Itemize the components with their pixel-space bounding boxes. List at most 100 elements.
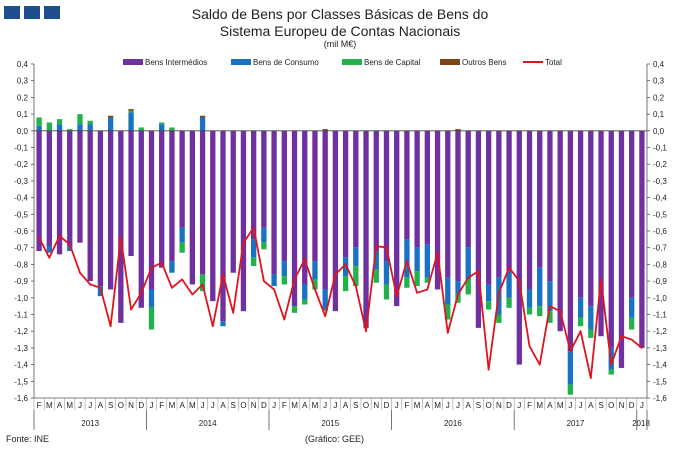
bar-segment — [67, 246, 73, 252]
y-tick-label-right: -0,1 — [653, 144, 667, 153]
bar-segment — [516, 130, 522, 365]
bar-segment — [404, 130, 410, 240]
x-month-label: J — [88, 401, 92, 410]
bar-segment — [588, 306, 594, 330]
bar-segment — [107, 117, 114, 131]
bar-segment — [128, 112, 134, 131]
brand-logo-square-3 — [44, 6, 60, 19]
bar-segment — [240, 130, 247, 312]
bar-segment — [577, 297, 584, 318]
bar-segment — [485, 284, 492, 302]
source-note: Fonte: INE — [6, 434, 50, 444]
chart-title-line-2: Sistema Europeu de Contas Nacionais — [219, 23, 461, 39]
total-point — [38, 236, 41, 239]
x-month-label: J — [211, 401, 215, 410]
x-month-label: D — [506, 401, 512, 410]
total-point — [171, 286, 173, 289]
bar-segment — [291, 130, 298, 307]
total-point — [416, 291, 419, 294]
x-year-label: 2014 — [199, 419, 217, 428]
bar-segment — [128, 110, 134, 113]
bar-segment — [148, 289, 155, 308]
total-point — [579, 330, 582, 333]
bar-segment — [87, 124, 93, 131]
y-tick-label-right: -0,7 — [653, 244, 667, 253]
x-month-label: A — [425, 401, 431, 410]
y-tick-label-left: 0,1 — [17, 110, 29, 119]
x-month-label: J — [333, 401, 337, 410]
x-month-label: N — [619, 401, 625, 410]
total-point — [620, 335, 623, 338]
bar-segment — [36, 125, 42, 131]
total-point — [487, 368, 490, 371]
x-month-label: D — [261, 401, 267, 410]
total-point — [610, 363, 613, 366]
y-tick-label-right: -0,3 — [653, 177, 667, 186]
legend-label: Total — [545, 58, 562, 67]
bar-segment — [291, 306, 298, 313]
bar-segment — [56, 119, 63, 125]
x-month-label: M — [434, 401, 441, 410]
bar-segment — [169, 127, 175, 131]
bar-segment — [107, 115, 114, 118]
bar-segment — [179, 227, 185, 243]
bar-segment — [342, 276, 349, 292]
bar-segment — [77, 114, 83, 125]
x-month-label: A — [302, 401, 308, 410]
total-point — [324, 315, 327, 318]
bar-segment — [199, 117, 206, 131]
x-month-label: J — [640, 401, 644, 410]
x-month-label: O — [608, 401, 614, 410]
y-tick-label-right: -0,6 — [653, 227, 667, 236]
x-month-label: O — [363, 401, 369, 410]
y-tick-label-left: -0,4 — [14, 194, 28, 203]
x-month-label: N — [128, 401, 134, 410]
total-point — [119, 236, 122, 239]
x-month-label: J — [568, 401, 572, 410]
total-point — [232, 311, 235, 314]
x-month-label: J — [456, 401, 460, 410]
bar-segment — [36, 117, 42, 126]
x-month-label: A — [98, 401, 104, 410]
bar-segment — [353, 266, 359, 287]
bar-segment — [179, 242, 185, 253]
bar-segment — [159, 122, 165, 125]
total-point — [446, 331, 449, 334]
bar-segment — [373, 269, 379, 283]
y-tick-label-right: -0,9 — [653, 277, 667, 286]
x-month-label: F — [527, 401, 532, 410]
x-month-label: M — [66, 401, 73, 410]
total-point — [130, 308, 132, 311]
bar-segment — [373, 251, 379, 270]
bar-segment — [496, 130, 502, 278]
bar-segment — [251, 130, 257, 240]
total-point — [262, 280, 265, 282]
y-tick-label-right: 0,3 — [653, 77, 665, 86]
bar-segment — [312, 279, 318, 290]
bar-segment — [251, 239, 257, 258]
total-point — [222, 273, 224, 276]
total-point — [181, 278, 184, 281]
bar-segment — [281, 276, 287, 285]
bar-segment — [77, 130, 83, 243]
total-point — [314, 288, 316, 291]
total-point — [600, 278, 602, 281]
bar-segment — [485, 130, 492, 285]
x-month-label: F — [404, 401, 409, 410]
total-point — [508, 266, 510, 269]
bar-segment — [475, 130, 482, 328]
x-month-label: F — [282, 401, 287, 410]
bar-segment — [77, 124, 83, 131]
x-month-label: M — [536, 401, 543, 410]
bar-segment — [465, 247, 471, 280]
bar-segment — [547, 130, 553, 282]
bar-segment — [608, 130, 614, 348]
x-month-label: A — [220, 401, 226, 410]
total-point — [303, 258, 306, 261]
bar-segment — [537, 130, 543, 268]
total-point — [559, 310, 562, 313]
x-month-label: N — [251, 401, 257, 410]
x-month-label: A — [466, 401, 472, 410]
bar-segment — [526, 307, 533, 315]
bar-segment — [128, 130, 134, 257]
